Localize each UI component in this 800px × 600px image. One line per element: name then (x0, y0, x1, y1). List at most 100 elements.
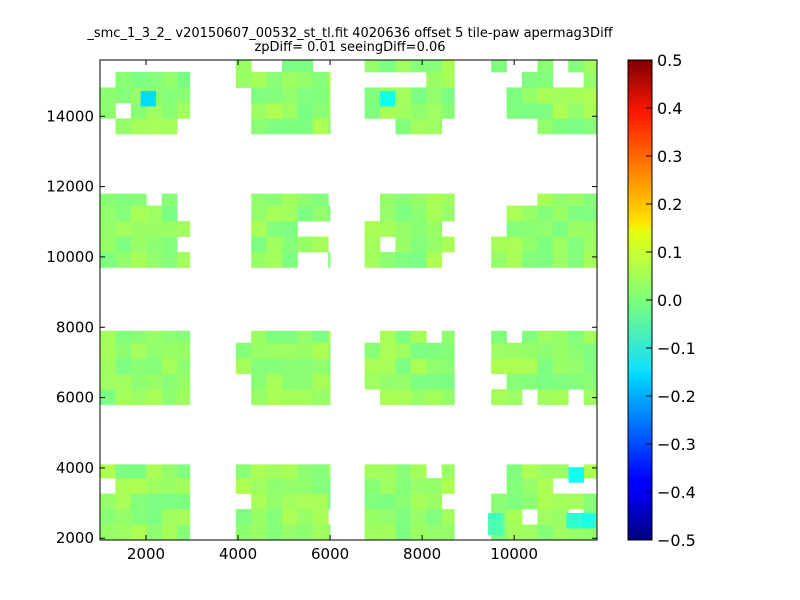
heatmap-cell (146, 373, 163, 390)
heatmap-cell (521, 252, 538, 268)
heatmap-cell (441, 330, 455, 344)
heatmap-cell (130, 389, 147, 406)
heatmap-cell (328, 330, 331, 344)
heatmap-cell (506, 87, 523, 104)
heatmap-cell (161, 236, 178, 253)
heatmap-cell (266, 205, 283, 222)
heatmap-cell (521, 205, 538, 222)
heatmap-cell (161, 221, 178, 237)
heatmap-cell (537, 193, 554, 206)
heatmap-cell (395, 478, 412, 494)
chart-title: _smc_1_3_2_ v20150607_00532_st_tl.fit 40… (87, 26, 613, 41)
heatmap-cell (297, 205, 314, 222)
heatmap-cell (312, 389, 329, 406)
heatmap-cell (100, 102, 116, 119)
colorbar-tick-label: 0.4 (657, 99, 682, 118)
heatmap-cell-highlight (488, 519, 504, 536)
heatmap-cell (251, 524, 267, 540)
heatmap-cell (395, 373, 412, 390)
heatmap-cell (364, 373, 381, 390)
heatmap-cell (364, 342, 381, 359)
heatmap-cell (491, 330, 507, 344)
heatmap-cell (312, 358, 329, 375)
y-tick-label: 12000 (46, 178, 94, 196)
heatmap-cell (410, 493, 427, 510)
heatmap-cell (441, 509, 455, 525)
heatmap-cell (395, 193, 412, 206)
heatmap-cell (506, 373, 523, 390)
heatmap-cell (251, 221, 267, 237)
heatmap-cell (583, 193, 597, 206)
heatmap-cell (297, 102, 314, 119)
heatmap-cell (282, 478, 298, 494)
heatmap-cell (537, 358, 554, 375)
heatmap-cell (364, 252, 381, 268)
heatmap-cell (161, 342, 178, 359)
heatmap-cell (115, 205, 132, 222)
heatmap-cell (177, 342, 191, 359)
heatmap-cell (364, 478, 381, 494)
heatmap-cell (380, 464, 396, 479)
heatmap-cell (312, 342, 329, 359)
heatmap-cell (426, 342, 443, 359)
heatmap-cell (177, 524, 191, 540)
heatmap-cell (506, 252, 523, 268)
heatmap-cell (115, 193, 132, 206)
y-tick-label: 8000 (56, 318, 94, 336)
heatmap-cell (380, 221, 396, 237)
heatmap-cell (583, 342, 597, 359)
heatmap-cell (568, 373, 585, 390)
heatmap-cell (251, 358, 267, 375)
heatmap-cell (130, 221, 147, 237)
heatmap-cell (161, 524, 178, 540)
heatmap-cell (583, 205, 597, 222)
heatmap-cell (328, 524, 331, 540)
heatmap-cell (177, 102, 191, 119)
heatmap-cell (364, 524, 381, 540)
heatmap-cell (552, 205, 569, 222)
heatmap-cell (177, 71, 191, 88)
heatmap-cell (395, 205, 412, 222)
heatmap-cell (100, 389, 116, 406)
axes: 2000 4000 6000 8000 10000 2000 4000 6000 8000 100… (46, 60, 597, 563)
heatmap-cell (441, 342, 455, 359)
heatmap-cell (506, 509, 523, 525)
heatmap-cell (235, 478, 252, 494)
heatmap-cell (161, 330, 178, 344)
heatmap-cell (282, 464, 298, 479)
heatmap-cell (282, 205, 298, 222)
heatmap-cell (161, 373, 178, 390)
heatmap-cell (328, 464, 331, 479)
heatmap-cell (364, 493, 381, 510)
heatmap-cell (115, 478, 132, 494)
heatmap-cell (297, 373, 314, 390)
heatmap-cell (235, 524, 252, 540)
heatmap-cell (266, 236, 283, 253)
heatmap-cell (583, 87, 597, 104)
colorbar-tick-label: −0.2 (657, 387, 696, 406)
heatmap-cell (441, 71, 455, 88)
heatmap-cell (282, 342, 298, 359)
heatmap-cell (282, 87, 298, 104)
heatmap-cell (115, 389, 132, 406)
heatmap-cell (100, 373, 116, 390)
heatmap-cell (297, 478, 314, 494)
heatmap-cell (380, 193, 396, 206)
heatmap-cell (395, 252, 412, 268)
heatmap-cell (266, 193, 283, 206)
heatmap-cell (146, 221, 163, 237)
heatmap-cell (552, 524, 569, 540)
heatmap-cell (380, 102, 396, 119)
heatmap-cell (568, 252, 585, 268)
heatmap-cell (441, 205, 455, 222)
heatmap-cell (312, 118, 329, 135)
heatmap-cell (568, 87, 585, 104)
heatmap-cell (380, 389, 396, 406)
heatmap-cell (537, 524, 554, 540)
heatmap-cell (583, 464, 597, 479)
heatmap-cell (297, 236, 314, 253)
heatmap-cell (312, 464, 329, 479)
colorbar-tick-label: −0.3 (657, 435, 696, 454)
heatmap-cell (521, 524, 538, 540)
heatmap-cell (235, 358, 252, 375)
